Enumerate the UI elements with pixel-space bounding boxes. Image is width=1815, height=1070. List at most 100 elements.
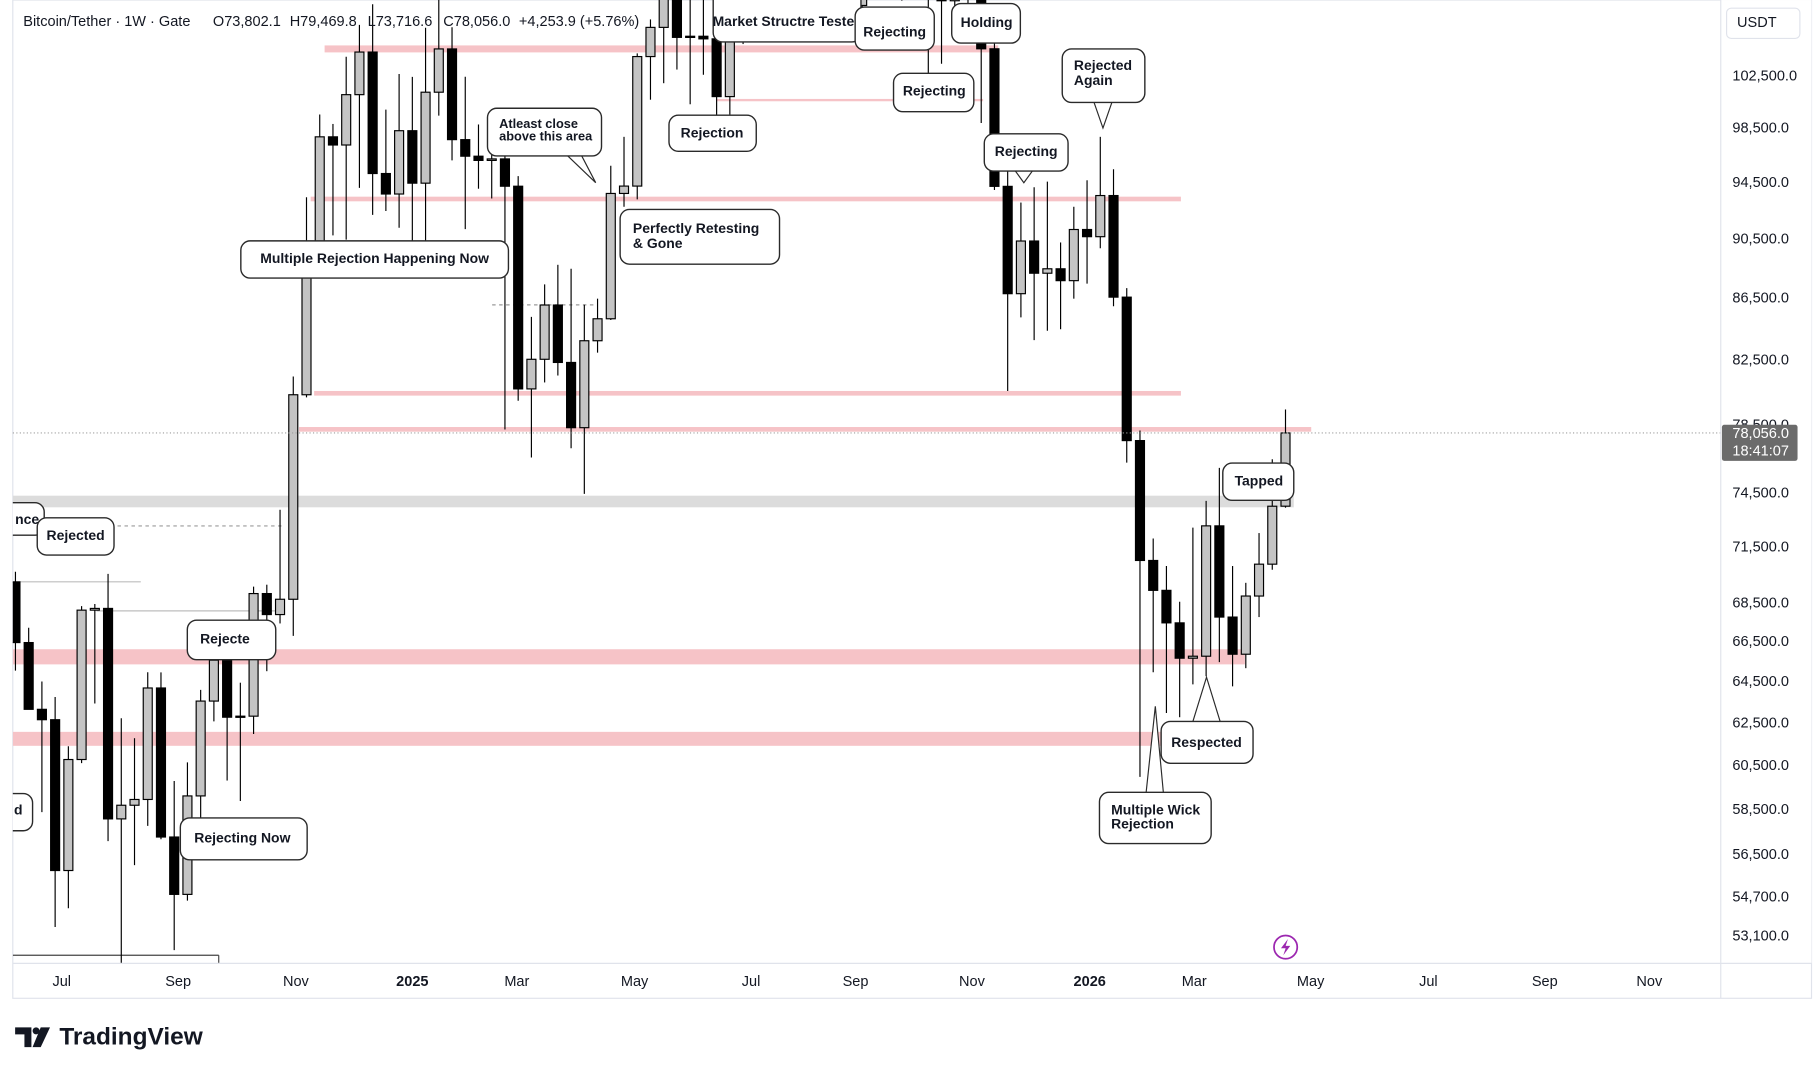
countdown-label: 18:41:07 bbox=[1732, 443, 1789, 459]
x-tick-label: Sep bbox=[165, 974, 191, 990]
ohlc-value: O73,802.1 bbox=[213, 14, 281, 30]
candle-body bbox=[274, 598, 286, 616]
y-tick-label: 94,500.0 bbox=[1732, 175, 1789, 191]
candle-body bbox=[1227, 616, 1238, 655]
candle-body bbox=[354, 51, 365, 96]
annotation-box bbox=[486, 107, 603, 157]
x-tick-label: Jul bbox=[742, 974, 761, 990]
zone bbox=[299, 427, 1312, 432]
annotation-box bbox=[983, 133, 1069, 172]
x-tick-label: Nov bbox=[959, 974, 986, 990]
annotation: Multiple Wick bbox=[1111, 802, 1200, 818]
y-tick-label: 53,100.0 bbox=[1732, 928, 1789, 944]
zone bbox=[324, 45, 999, 53]
y-tick-label: 98,500.0 bbox=[1732, 121, 1789, 137]
annotations: nce Rejected d Rejecte Rejecting Now Mul… bbox=[12, 0, 1295, 861]
candle-body bbox=[380, 172, 391, 195]
y-tick-label: 58,500.0 bbox=[1732, 802, 1789, 818]
drawings bbox=[12, 45, 1312, 964]
annotation: Rejecte bbox=[200, 631, 250, 647]
candle-body bbox=[473, 155, 484, 161]
candle-body bbox=[208, 659, 219, 702]
candle-body bbox=[698, 35, 709, 40]
candle-body bbox=[685, 35, 696, 38]
zone bbox=[314, 390, 1181, 396]
candle-body bbox=[1015, 240, 1026, 295]
x-tick-label: May bbox=[621, 974, 649, 990]
brand-logo bbox=[15, 1027, 32, 1048]
annotation-box bbox=[186, 619, 277, 661]
annotation-box bbox=[36, 517, 115, 556]
candle-body bbox=[658, 0, 669, 28]
annotation: Rejected bbox=[1074, 57, 1132, 73]
annotation: d bbox=[14, 802, 23, 818]
candle-body bbox=[605, 192, 616, 320]
zone bbox=[12, 495, 1294, 508]
y-tick-label: 90,500.0 bbox=[1732, 231, 1789, 247]
annotation-tail bbox=[1093, 101, 1113, 130]
annotation: Rejecting bbox=[863, 23, 926, 39]
x-tick-label: Mar bbox=[1182, 974, 1207, 990]
annotation: Rejection bbox=[1111, 816, 1174, 832]
candle-body bbox=[1148, 559, 1159, 591]
header: Bitcoin/Tether · 1W · Gate O73,802.1 H79… bbox=[23, 14, 639, 30]
change-value: +4,253.9 (+5.76%) bbox=[519, 14, 639, 30]
candle-body bbox=[592, 318, 603, 342]
x-tick-label: Mar bbox=[504, 974, 529, 990]
annotation-box bbox=[854, 6, 935, 51]
brand-name: TradingView bbox=[59, 1023, 203, 1050]
candle-body bbox=[526, 358, 537, 390]
annotation: & Gone bbox=[633, 235, 683, 251]
candle-body bbox=[116, 804, 127, 820]
last-price-tag bbox=[1721, 424, 1798, 461]
annotation-tail bbox=[567, 155, 597, 184]
candles bbox=[12, 0, 1291, 964]
x-tick-label: 2026 bbox=[1074, 974, 1106, 990]
candle-body bbox=[446, 48, 458, 141]
candle-body bbox=[102, 607, 114, 820]
annotation: nce bbox=[15, 511, 39, 527]
y-tick-label: 71,500.0 bbox=[1732, 539, 1789, 555]
candle-body bbox=[1121, 296, 1132, 442]
candle-body bbox=[367, 51, 378, 175]
candle-body bbox=[142, 687, 153, 801]
annotation-box bbox=[1061, 48, 1146, 104]
candle-body bbox=[936, 0, 947, 2]
y-tick-label: 66,500.0 bbox=[1732, 634, 1789, 650]
x-tick-label: Sep bbox=[1532, 974, 1558, 990]
candle-body bbox=[1267, 505, 1278, 565]
candle-body bbox=[1002, 185, 1013, 295]
x-tick-label: Sep bbox=[843, 974, 869, 990]
candle-body bbox=[711, 38, 722, 98]
y-tick-label: 74,500.0 bbox=[1732, 486, 1789, 502]
zone bbox=[12, 731, 1162, 746]
candle-body bbox=[12, 581, 21, 644]
symbol-title: Bitcoin/Tether · 1W · Gate bbox=[23, 14, 190, 30]
candle-body bbox=[552, 304, 563, 364]
candle-body bbox=[327, 136, 339, 146]
price-axis: USDT 53,100.0 54,700.0 56,500.0 58,500.0 60,… bbox=[1720, 0, 1812, 999]
candle-body bbox=[155, 687, 167, 838]
price-axis-panel bbox=[1720, 0, 1812, 964]
x-tick-label: Nov bbox=[1636, 974, 1663, 990]
candle-body bbox=[1055, 268, 1066, 282]
x-tick-label: Jul bbox=[1419, 974, 1438, 990]
brand-logo bbox=[32, 1027, 51, 1048]
candle-body bbox=[394, 130, 405, 195]
annotation: Again bbox=[1074, 72, 1113, 88]
candle-body bbox=[314, 136, 325, 250]
annotation: above this area bbox=[499, 129, 593, 144]
x-tick-label: May bbox=[1297, 974, 1325, 990]
candle-body bbox=[341, 94, 352, 146]
annotation: Atleast close bbox=[499, 116, 578, 131]
ohlc-value: L73,716.6 bbox=[368, 14, 433, 30]
annotation-box bbox=[12, 792, 34, 832]
y-tick-label: 62,500.0 bbox=[1732, 715, 1789, 731]
alert-icon[interactable] bbox=[1273, 934, 1299, 960]
annotation-box bbox=[240, 240, 510, 279]
candle-body bbox=[89, 607, 100, 611]
candle-body bbox=[486, 158, 497, 161]
candle-body bbox=[989, 48, 1000, 187]
candle-body bbox=[76, 609, 87, 761]
annotation-box bbox=[1098, 791, 1212, 845]
